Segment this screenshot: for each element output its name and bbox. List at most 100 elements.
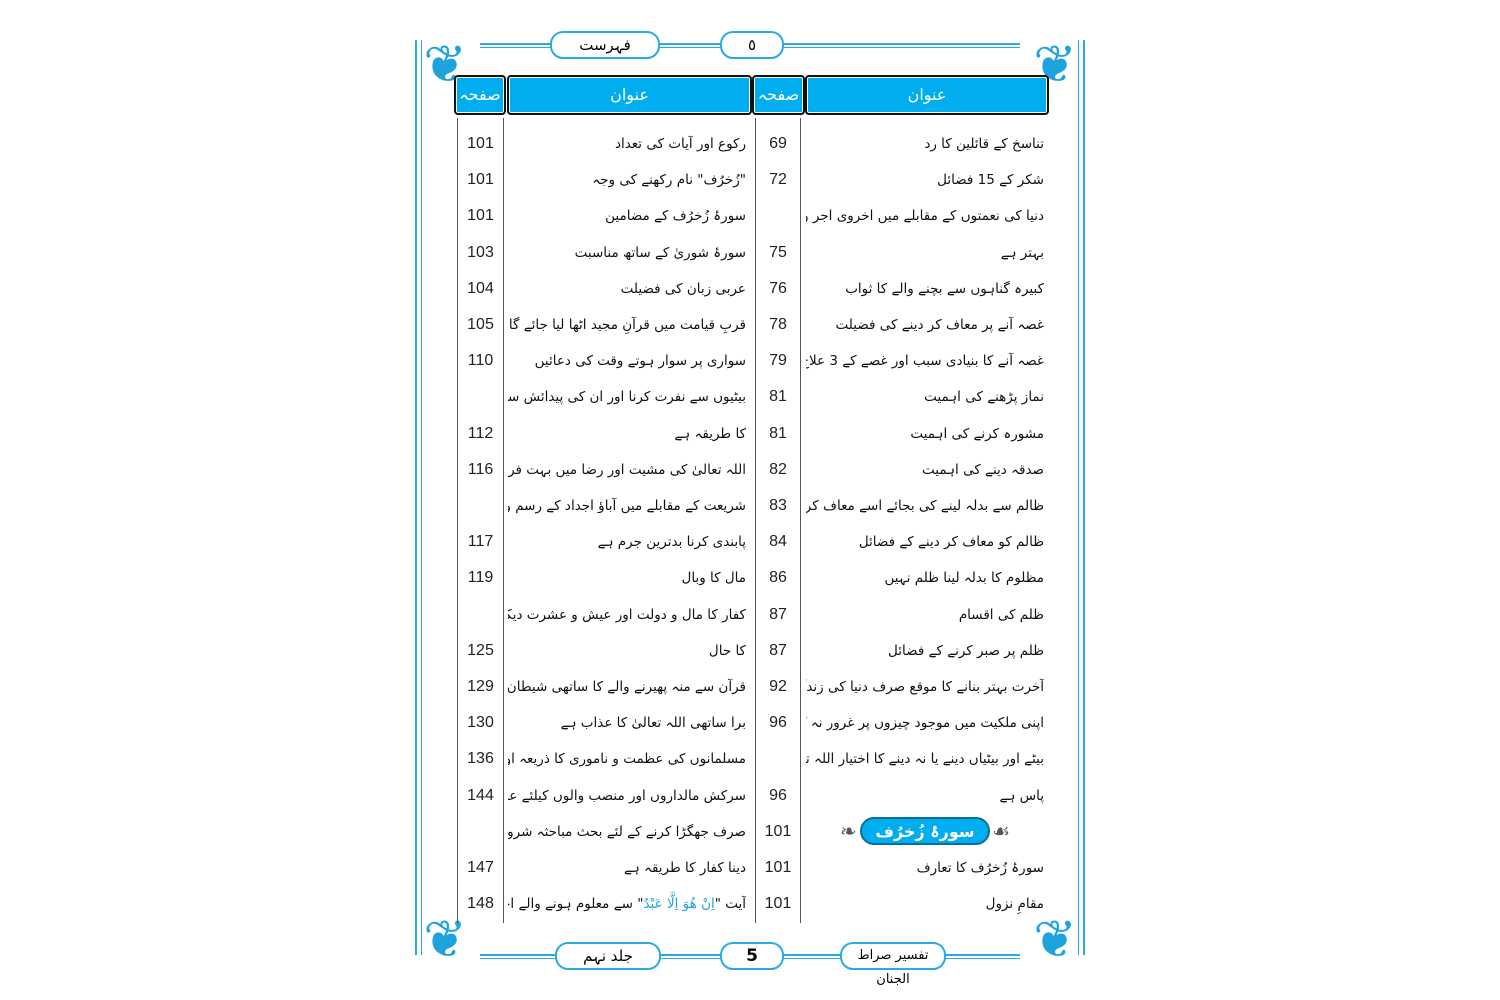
- toc-entry-title: ظالم سے بدلہ لینے کی بجائے اسے معاف کر د…: [806, 498, 1044, 514]
- toc-entry-title: مشورہ کرنے کی اہمیت: [910, 425, 1044, 442]
- ornament-corner-icon: ❦: [423, 910, 467, 970]
- column-divider: [457, 118, 458, 923]
- toc-entry-page: 105: [467, 316, 494, 333]
- toc-entry-page: 130: [467, 714, 494, 732]
- ornament-corner-icon: ❦: [1033, 910, 1077, 970]
- toc-entry-title: برا ساتھی اللہ تعالیٰ کا عذاب ہے: [560, 715, 746, 732]
- toc-entry-title: تناسخ کے قائلین کا رد: [924, 136, 1044, 152]
- toc-entry-page: 104: [467, 279, 494, 297]
- toc-entry-page: 129: [467, 678, 494, 695]
- toc-entry-page: [756, 741, 800, 777]
- toc-entry-title: دنیا کی نعمتوں کے مقابلے میں اخروی اجر و…: [806, 208, 1044, 225]
- toc-entry-title: شکر کے 15 فضائل: [937, 172, 1044, 189]
- toc-entry-title: بیٹے اور بیٹیاں دینے یا نہ دینے کا اختیا…: [806, 751, 1044, 768]
- footer-book-title: تفسیر صراط الجنان: [840, 942, 946, 987]
- toc-entry-page: 86: [769, 569, 787, 587]
- entry-title-suffix: " سے معلوم ہونے والے احکام: [508, 896, 644, 913]
- border-right-inner: [1078, 40, 1079, 955]
- border-left: [415, 40, 417, 955]
- toc-entry-title: نماز پڑھنے کی اہمیت: [924, 389, 1044, 406]
- toc-entry-page: 96: [769, 714, 787, 732]
- toc-entry-title: کفار کا مال و دولت اور عیش و عشرت دیکھ ک…: [508, 606, 746, 623]
- toc-entry-title: ظالم کو معاف کر دینے کے فضائل: [858, 534, 1044, 551]
- toc-entry-page: 101: [764, 822, 792, 840]
- toc-entry-page: 116: [467, 460, 494, 478]
- toc-entry-page: 144: [467, 786, 494, 804]
- toc-entry-title: کبیرہ گناہوں سے بچنے والے کا ثواب: [845, 280, 1044, 297]
- header-page-marker: ٥: [720, 31, 784, 59]
- toc-entry-page: 103: [467, 243, 494, 261]
- toc-entry-page: 117: [467, 533, 494, 551]
- toc-entry-page: 81: [769, 424, 787, 442]
- toc-entry-title: رکوع اور آیات کی تعداد: [614, 136, 746, 152]
- toc-entry-page: 83: [769, 497, 787, 514]
- toc-entry-title: ظلم پر صبر کرنے کے فضائل: [888, 642, 1044, 659]
- toc-entry-title: عربی زبان کی فضیلت: [620, 280, 746, 297]
- toc-entry-page: [458, 814, 503, 850]
- toc-entry-page: 119: [467, 569, 494, 587]
- column-divider: [503, 118, 504, 923]
- toc-entry-page: 75: [769, 243, 787, 261]
- header-title: فہرست: [550, 31, 660, 59]
- toc-entry-page: [458, 488, 503, 524]
- column-divider: [755, 118, 756, 923]
- toc-entry-title: اپنی ملکیت میں موجود چیزوں پر غرور نہ کی…: [806, 715, 1044, 732]
- toc-entry-title: صدقہ دینے کی اہمیت: [921, 461, 1044, 478]
- toc-entry-page: [756, 198, 800, 234]
- ornament-icon: ❧: [840, 818, 857, 843]
- toc-entry-title: دینا کفار کا طریقہ ہے: [623, 860, 746, 876]
- header-title-left: عنوان: [507, 75, 752, 115]
- toc-entry-title: ظلم کی اقسام: [958, 606, 1044, 623]
- toc-entry-title: آخرت بہتر بنانے کا موقع صرف دنیا کی زندگ…: [806, 679, 1044, 695]
- border-left-inner: [421, 40, 422, 955]
- toc-entry-title: بیٹیوں سے نفرت کرنا اور ان کی پیدائش سے …: [508, 389, 746, 406]
- footer-page-number: 5: [720, 942, 784, 970]
- toc-entry-title: قرآن سے منہ پھیرنے والے کا ساتھی شیطان ہ…: [508, 679, 746, 695]
- toc-entry-page: 78: [769, 316, 787, 333]
- toc-entry-page: 96: [769, 786, 787, 804]
- toc-entry-title: مال کا وبال: [681, 570, 746, 587]
- toc-entry-title: مسلمانوں کی عظمت و ناموری کا ذریعہ اور م…: [508, 751, 746, 768]
- toc-entry-page: 79: [769, 352, 787, 370]
- toc-entry-title: کا طریقہ ہے: [674, 425, 746, 442]
- toc-entry-page: 147: [467, 859, 494, 876]
- toc-entry-title: سرکش مالداروں اور منصب والوں کیلئے عبرت …: [508, 787, 746, 804]
- column-divider: [800, 118, 801, 923]
- toc-entry-page: [458, 597, 503, 633]
- toc-entry-page: 92: [769, 678, 787, 695]
- toc-entry-page: 81: [769, 388, 787, 406]
- toc-entry-title: مظلوم کا بدلہ لینا ظلم نہیں: [884, 570, 1044, 587]
- toc-entry-title: سورۂ زُخرُف کے مضامین: [605, 208, 746, 225]
- header-page-left: صفحہ: [454, 75, 506, 115]
- surah-banner-label: سورۂ زُخرُف: [860, 816, 990, 845]
- toc-entry-page: 72: [769, 171, 787, 189]
- toc-entry-title: پاس ہے: [999, 787, 1044, 804]
- toc-entry-title: بہتر ہے: [1000, 244, 1044, 261]
- toc-entry-page: 136: [467, 750, 494, 768]
- border-right: [1083, 40, 1085, 955]
- toc-entry-title: صرف جھگڑا کرنے کے لئے بحث مباحثہ شروع کر: [508, 823, 746, 840]
- toc-entry-page: 82: [769, 460, 787, 478]
- entry-title-quote: اِنْ ھُوَ اِلَّا عَبْدٌ: [643, 896, 715, 913]
- toc-entry-title: قربِ قیامت میں قرآنِ مجید اٹھا لیا جائے …: [508, 317, 746, 333]
- toc-entry-page: 101: [467, 171, 494, 189]
- toc-entry-title: پابندی کرنا بدترین جرم ہے: [597, 534, 746, 551]
- toc-entry-page: 84: [769, 533, 787, 551]
- toc-entry-title: مقامِ نزول: [985, 896, 1044, 913]
- toc-entry-title: شریعت کے مقابلے میں آباؤ اجداد کے رسم و …: [508, 498, 746, 514]
- entry-title-prefix: آیت ": [714, 896, 746, 913]
- toc-entry-page: 69: [769, 135, 787, 152]
- surah-banner: ❧ سورۂ زُخرُف ☙: [840, 815, 1010, 847]
- toc-entry-title: کا حال: [708, 642, 746, 659]
- toc-entry-title: سورۂ شوریٰ کے ساتھ مناسبت: [574, 244, 746, 261]
- toc-entry-title: اللہ تعالیٰ کی مشیت اور رضا میں بہت فرق …: [508, 461, 746, 478]
- toc-entry-page: 101: [467, 207, 494, 225]
- toc-entry-page: [458, 379, 503, 415]
- toc-entry-page: 125: [467, 641, 494, 659]
- toc-entry-title: سواری پر سوار ہوتے وقت کی دعائیں: [534, 353, 746, 370]
- toc-entry-page: 87: [769, 605, 787, 623]
- toc-entry-title: غصہ آنے پر معاف کر دینے کی فضیلت: [835, 317, 1044, 333]
- toc-entry-page: 148: [467, 895, 494, 913]
- toc-entry-page: 101: [764, 859, 792, 876]
- toc-entry-page: 112: [467, 424, 494, 442]
